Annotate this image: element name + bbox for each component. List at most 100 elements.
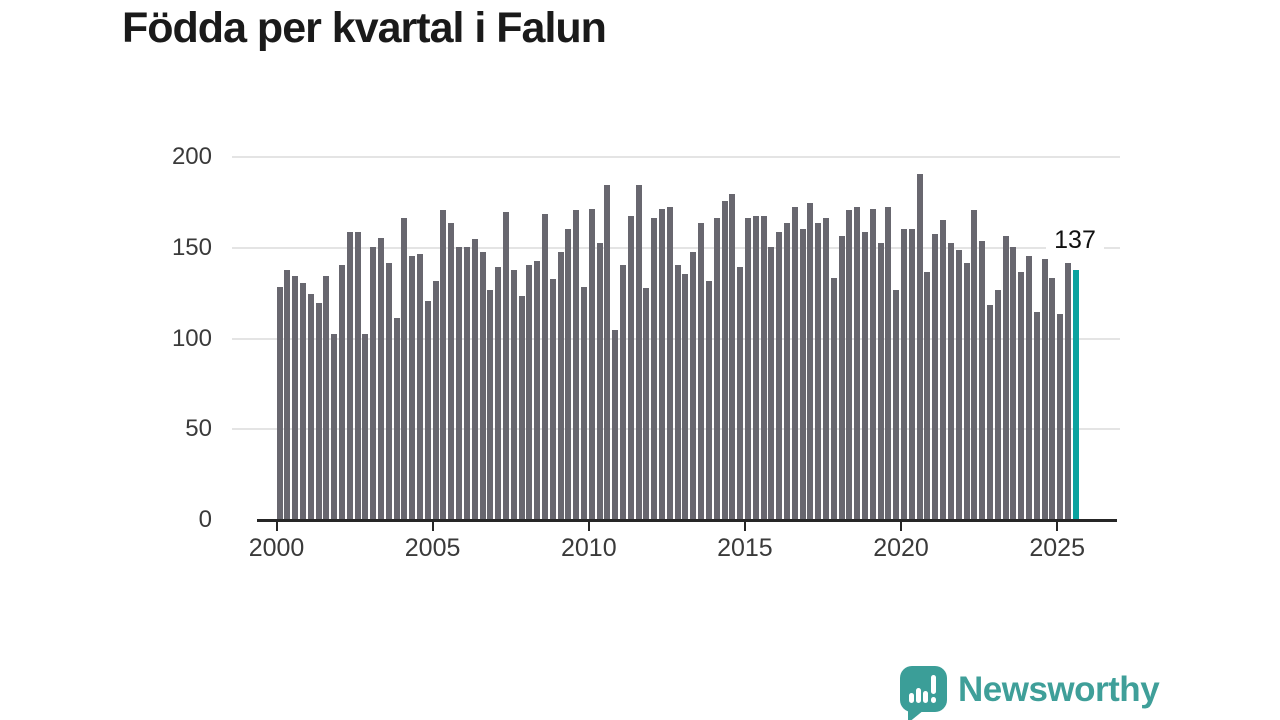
exclamation-dot xyxy=(931,697,936,703)
bar xyxy=(409,256,416,519)
bar xyxy=(393,318,400,519)
y-axis-tick-label: 0 xyxy=(198,506,212,533)
bar xyxy=(940,220,947,519)
newsworthy-logo-text: Newsworthy xyxy=(958,669,1160,709)
bar xyxy=(932,234,939,519)
bar xyxy=(869,209,876,519)
bar xyxy=(877,243,884,519)
y-gridline-150 xyxy=(232,247,1120,249)
x-axis-tick-label: 2015 xyxy=(717,534,773,562)
mini-bar-1 xyxy=(909,693,914,703)
bar xyxy=(1033,312,1040,519)
bar xyxy=(354,232,361,519)
bar xyxy=(588,209,595,519)
bar xyxy=(339,265,345,519)
newsworthy-logo: Newsworthy xyxy=(900,666,1160,720)
bar xyxy=(596,243,603,519)
bar xyxy=(846,210,853,519)
chart-title: Födda per kvartal i Falun xyxy=(122,4,607,52)
bar xyxy=(620,265,626,519)
bar xyxy=(510,270,517,519)
bar xyxy=(737,267,744,519)
bar xyxy=(979,241,986,519)
bar xyxy=(916,174,923,519)
bar xyxy=(674,265,681,519)
bar xyxy=(581,287,587,519)
mini-bar-3 xyxy=(923,691,928,703)
bar xyxy=(783,223,790,519)
bar xyxy=(495,267,502,519)
bar xyxy=(502,212,509,519)
x-axis-tick-label: 2020 xyxy=(873,534,929,562)
bar xyxy=(635,185,642,519)
x-axis-line xyxy=(257,519,1117,522)
bar xyxy=(799,229,806,519)
bar xyxy=(807,203,814,519)
bar xyxy=(432,281,439,519)
x-axis-tick xyxy=(431,522,434,531)
speech-bubble-tail xyxy=(908,710,924,720)
exclamation-line xyxy=(931,675,936,694)
y-axis-tick-label: 150 xyxy=(171,234,212,261)
bar xyxy=(955,250,962,519)
bar xyxy=(768,247,775,519)
bar xyxy=(830,278,837,519)
x-axis-tick xyxy=(275,522,278,531)
y-axis-tick-label: 200 xyxy=(171,143,212,170)
bar xyxy=(776,232,783,519)
bar xyxy=(526,265,533,519)
bar xyxy=(1041,259,1048,519)
bar xyxy=(292,276,299,519)
bar xyxy=(651,218,658,519)
bar xyxy=(893,290,900,519)
bar xyxy=(1018,272,1025,519)
bar xyxy=(1057,314,1064,519)
bar xyxy=(323,276,330,519)
bar xyxy=(362,334,369,519)
bar xyxy=(908,229,915,519)
x-axis-tick xyxy=(1056,522,1059,531)
bar xyxy=(947,243,954,519)
bar xyxy=(346,232,353,519)
bar xyxy=(448,223,455,519)
bar xyxy=(994,290,1001,519)
bar xyxy=(315,303,322,519)
bar xyxy=(986,305,993,519)
bar xyxy=(1049,278,1056,519)
x-axis-tick xyxy=(900,522,902,531)
bar xyxy=(612,330,619,519)
x-axis-tick-label: 2005 xyxy=(404,534,461,562)
bar xyxy=(885,207,892,519)
x-axis-tick-label: 2010 xyxy=(560,534,617,562)
highlighted-bar xyxy=(1072,270,1079,519)
bar xyxy=(705,281,712,519)
bar xyxy=(760,216,767,519)
bar xyxy=(385,263,392,519)
bar xyxy=(838,236,845,519)
bar xyxy=(424,301,431,519)
y-axis-tick-label: 50 xyxy=(185,415,212,442)
bar xyxy=(471,239,478,519)
bar xyxy=(565,229,572,519)
bar xyxy=(971,210,978,519)
bar xyxy=(901,229,907,519)
bar xyxy=(682,274,689,519)
x-axis-tick xyxy=(743,522,746,531)
bar xyxy=(659,209,665,519)
bar xyxy=(331,334,338,519)
bar xyxy=(284,270,291,519)
bar xyxy=(721,201,728,519)
bar xyxy=(862,232,868,519)
bar xyxy=(854,207,861,519)
bar xyxy=(643,288,650,519)
bar xyxy=(604,185,611,519)
bar xyxy=(729,194,736,519)
bar xyxy=(752,216,759,519)
bar xyxy=(518,296,525,519)
y-gridline-200 xyxy=(232,156,1120,158)
bar xyxy=(417,254,423,519)
bar xyxy=(479,252,486,519)
bar xyxy=(744,218,751,519)
bar xyxy=(1025,256,1032,519)
bar xyxy=(276,287,283,519)
